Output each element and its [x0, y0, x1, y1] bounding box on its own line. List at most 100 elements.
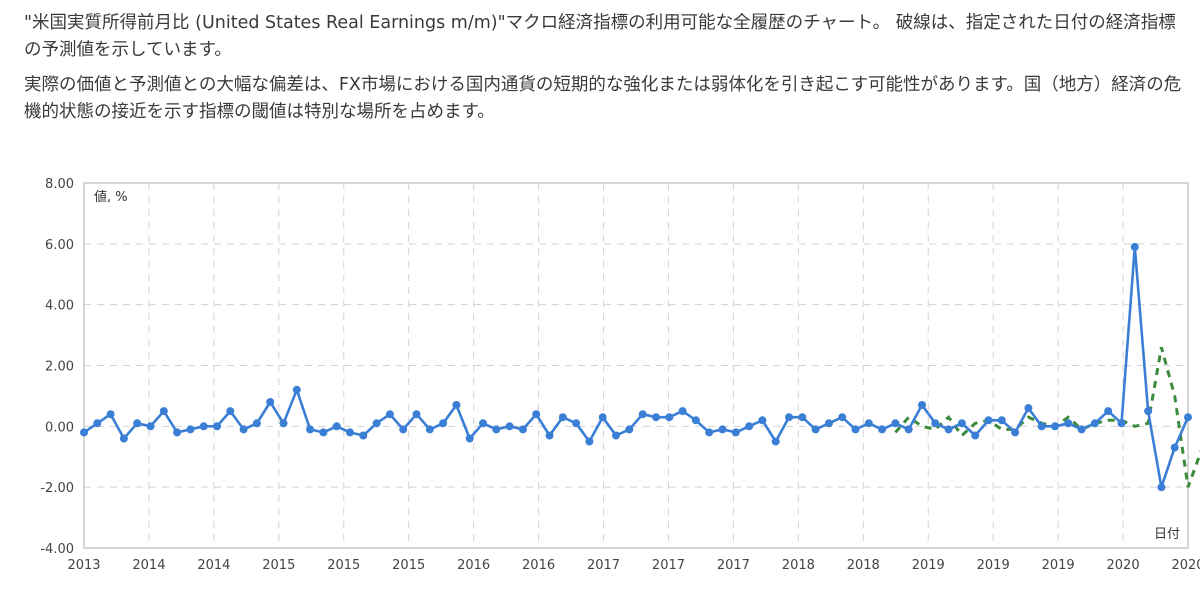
data-point[interactable]: [146, 422, 155, 431]
data-point[interactable]: [798, 413, 807, 422]
data-point[interactable]: [239, 425, 248, 434]
x-tick-label: 2015: [327, 558, 360, 573]
data-point[interactable]: [957, 419, 966, 428]
data-point[interactable]: [931, 419, 940, 428]
data-point[interactable]: [758, 416, 767, 425]
data-point[interactable]: [1077, 425, 1086, 434]
y-axis-label: 値, %: [94, 189, 128, 205]
data-point[interactable]: [864, 419, 873, 428]
data-point[interactable]: [731, 428, 740, 437]
data-point[interactable]: [678, 407, 687, 416]
data-point[interactable]: [372, 419, 381, 428]
data-point[interactable]: [984, 416, 993, 425]
data-point[interactable]: [133, 419, 142, 428]
data-point[interactable]: [1051, 422, 1059, 431]
data-point[interactable]: [425, 425, 434, 434]
chart-description: "米国実質所得前月比 (United States Real Earnings …: [24, 10, 1184, 134]
data-point[interactable]: [785, 413, 793, 422]
data-point[interactable]: [878, 425, 887, 434]
data-point[interactable]: [306, 425, 315, 434]
y-tick-label: 8.00: [45, 177, 74, 192]
data-point[interactable]: [439, 419, 448, 428]
data-point[interactable]: [598, 413, 607, 422]
data-point[interactable]: [705, 428, 714, 437]
data-point[interactable]: [811, 425, 820, 434]
data-point[interactable]: [625, 425, 634, 434]
data-point[interactable]: [1170, 443, 1179, 452]
plot-frame: [83, 182, 1189, 549]
data-point[interactable]: [492, 425, 501, 434]
x-tick-label: 2018: [847, 558, 880, 573]
chart-series: [80, 242, 1200, 492]
data-point[interactable]: [518, 425, 527, 434]
data-point[interactable]: [718, 425, 727, 434]
y-tick-label: 2.00: [45, 360, 74, 375]
data-point[interactable]: [997, 416, 1006, 425]
data-point[interactable]: [292, 385, 301, 394]
data-point[interactable]: [691, 416, 700, 425]
data-point[interactable]: [1064, 419, 1073, 428]
data-point[interactable]: [891, 419, 900, 428]
data-point[interactable]: [1117, 419, 1126, 428]
data-point[interactable]: [918, 401, 926, 409]
data-point[interactable]: [638, 410, 647, 419]
data-point[interactable]: [319, 428, 328, 437]
data-point[interactable]: [1090, 419, 1099, 428]
data-point[interactable]: [585, 437, 594, 446]
data-point[interactable]: [532, 410, 541, 419]
data-point[interactable]: [1011, 428, 1020, 437]
data-point[interactable]: [279, 419, 288, 428]
x-axis-ticks: 2013 2014 2014 2015 2015 2015 2016 2016 2017 2017…: [67, 558, 1200, 573]
data-point[interactable]: [332, 422, 341, 431]
data-point[interactable]: [545, 431, 554, 440]
data-point[interactable]: [226, 407, 235, 416]
x-tick-label: 2019: [912, 558, 945, 573]
data-point[interactable]: [346, 428, 354, 437]
data-point[interactable]: [106, 410, 115, 419]
y-tick-label: -4.00: [40, 542, 74, 557]
y-axis-ticks: 8.00 6.00 4.00 2.00 0.00 -2.00 -4.00: [40, 177, 74, 557]
data-point[interactable]: [479, 419, 487, 428]
data-point[interactable]: [412, 410, 421, 419]
data-point[interactable]: [119, 434, 128, 443]
data-point[interactable]: [1104, 407, 1113, 416]
data-point[interactable]: [505, 422, 514, 431]
data-point[interactable]: [745, 422, 754, 431]
data-point[interactable]: [1144, 407, 1153, 416]
x-tick-label: 2017: [587, 558, 620, 573]
data-point[interactable]: [558, 413, 567, 422]
data-point[interactable]: [944, 425, 953, 434]
data-point[interactable]: [904, 425, 913, 434]
data-point[interactable]: [213, 422, 221, 431]
x-axis-label: 日付: [1154, 527, 1180, 542]
data-point[interactable]: [93, 419, 102, 428]
data-point[interactable]: [665, 413, 674, 422]
data-point[interactable]: [452, 401, 461, 409]
data-point[interactable]: [1024, 404, 1033, 413]
data-point[interactable]: [186, 425, 195, 434]
data-point[interactable]: [1037, 422, 1046, 431]
data-point[interactable]: [572, 419, 581, 428]
data-point[interactable]: [199, 422, 208, 431]
data-point[interactable]: [159, 407, 168, 416]
data-point[interactable]: [824, 419, 833, 428]
data-point[interactable]: [971, 431, 980, 440]
data-point[interactable]: [359, 431, 368, 440]
data-point[interactable]: [385, 410, 394, 419]
data-point[interactable]: [266, 398, 275, 406]
data-point[interactable]: [612, 431, 620, 440]
data-point[interactable]: [399, 425, 408, 434]
data-point[interactable]: [652, 413, 660, 422]
data-point[interactable]: [465, 434, 474, 443]
data-point[interactable]: [851, 425, 860, 434]
data-point[interactable]: [838, 413, 847, 422]
data-point[interactable]: [80, 428, 88, 437]
data-point[interactable]: [252, 419, 261, 428]
x-tick-label: 2017: [717, 558, 750, 573]
data-point[interactable]: [1130, 242, 1139, 251]
x-tick-label: 2016: [457, 558, 490, 573]
data-point[interactable]: [771, 437, 780, 446]
data-point[interactable]: [173, 428, 182, 437]
data-point[interactable]: [1184, 413, 1192, 422]
data-point[interactable]: [1157, 483, 1166, 492]
